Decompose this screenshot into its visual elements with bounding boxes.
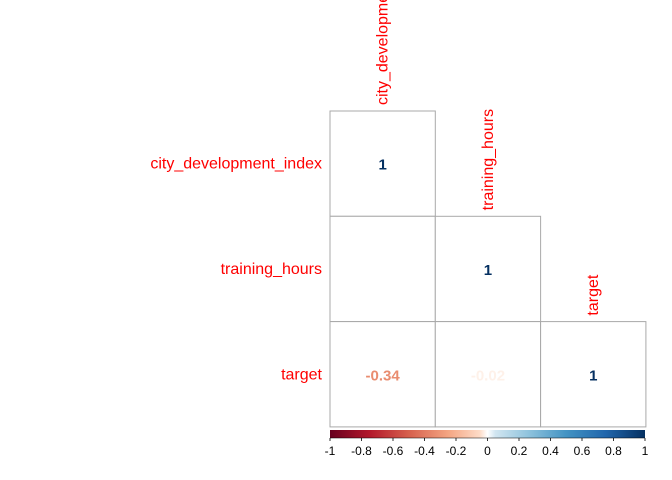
colorbar-tick-label: -0.2 [446, 444, 467, 458]
colorbar-tick-label: -0.6 [383, 444, 404, 458]
cell-city_development_index-city_development_index [329, 110, 436, 217]
colorbar-tick-label: 0.8 [605, 444, 622, 458]
column-label-target: target [585, 274, 602, 315]
cell-target-training_hours [434, 321, 542, 428]
cell-target-city_development_index [329, 321, 436, 428]
colorbar-tick-label: -0.4 [414, 444, 435, 458]
colorbar-tick-label: 0.4 [542, 444, 559, 458]
colorbar-tick-label: -0.8 [351, 444, 372, 458]
colorbar-tick-label: 0.6 [574, 444, 591, 458]
row-label-training_hours: training_hours [221, 261, 322, 278]
colorbar-tick-label: 1 [642, 444, 649, 458]
cell-value-training_hours-training_hours: 1 [484, 262, 492, 279]
cell-value-city_development_index-city_development_index: 1 [378, 157, 386, 174]
cell-value-target-city_development_index: -0.34 [366, 367, 401, 384]
row-label-city_development_index: city_development_index [150, 156, 322, 173]
labels-layer: city_development_index training_hourstarg… [150, 0, 602, 383]
cell-value-target-training_hours: -0.02 [471, 367, 505, 384]
colorbar-gradient [330, 430, 645, 438]
cell-target-target [540, 321, 647, 428]
column-label-training_hours: training_hours [480, 109, 497, 210]
cells-layer: 1 1 -0.34 -0.02 1 [329, 110, 647, 428]
cell-value-target-target: 1 [589, 367, 597, 384]
colorbar-tick-label: 0 [484, 444, 491, 458]
cell-training_hours-training_hours [434, 215, 542, 323]
cell-training_hours-city_development_index [329, 215, 436, 323]
row-label-target: target [281, 366, 322, 383]
colorbar: -1 -0.8 -0.6 -0.4 -0.2 0 0.2 0.4 0.6 0.8 1 [325, 430, 649, 458]
column-label-city_development_index: city_development_index [375, 0, 392, 105]
colorbar-tick-label: -1 [325, 444, 336, 458]
colorbar-tick-label: 0.2 [511, 444, 528, 458]
